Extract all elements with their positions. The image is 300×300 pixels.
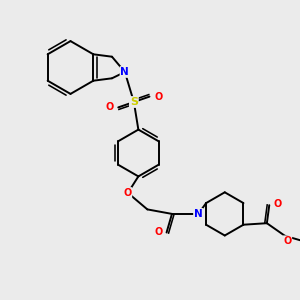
Text: O: O [123,188,131,198]
Text: O: O [105,102,113,112]
Text: O: O [274,199,282,209]
Text: O: O [283,236,291,246]
Text: O: O [154,227,162,237]
Text: S: S [130,97,138,107]
Text: N: N [194,209,203,219]
Text: O: O [154,92,163,102]
Text: N: N [121,67,129,77]
